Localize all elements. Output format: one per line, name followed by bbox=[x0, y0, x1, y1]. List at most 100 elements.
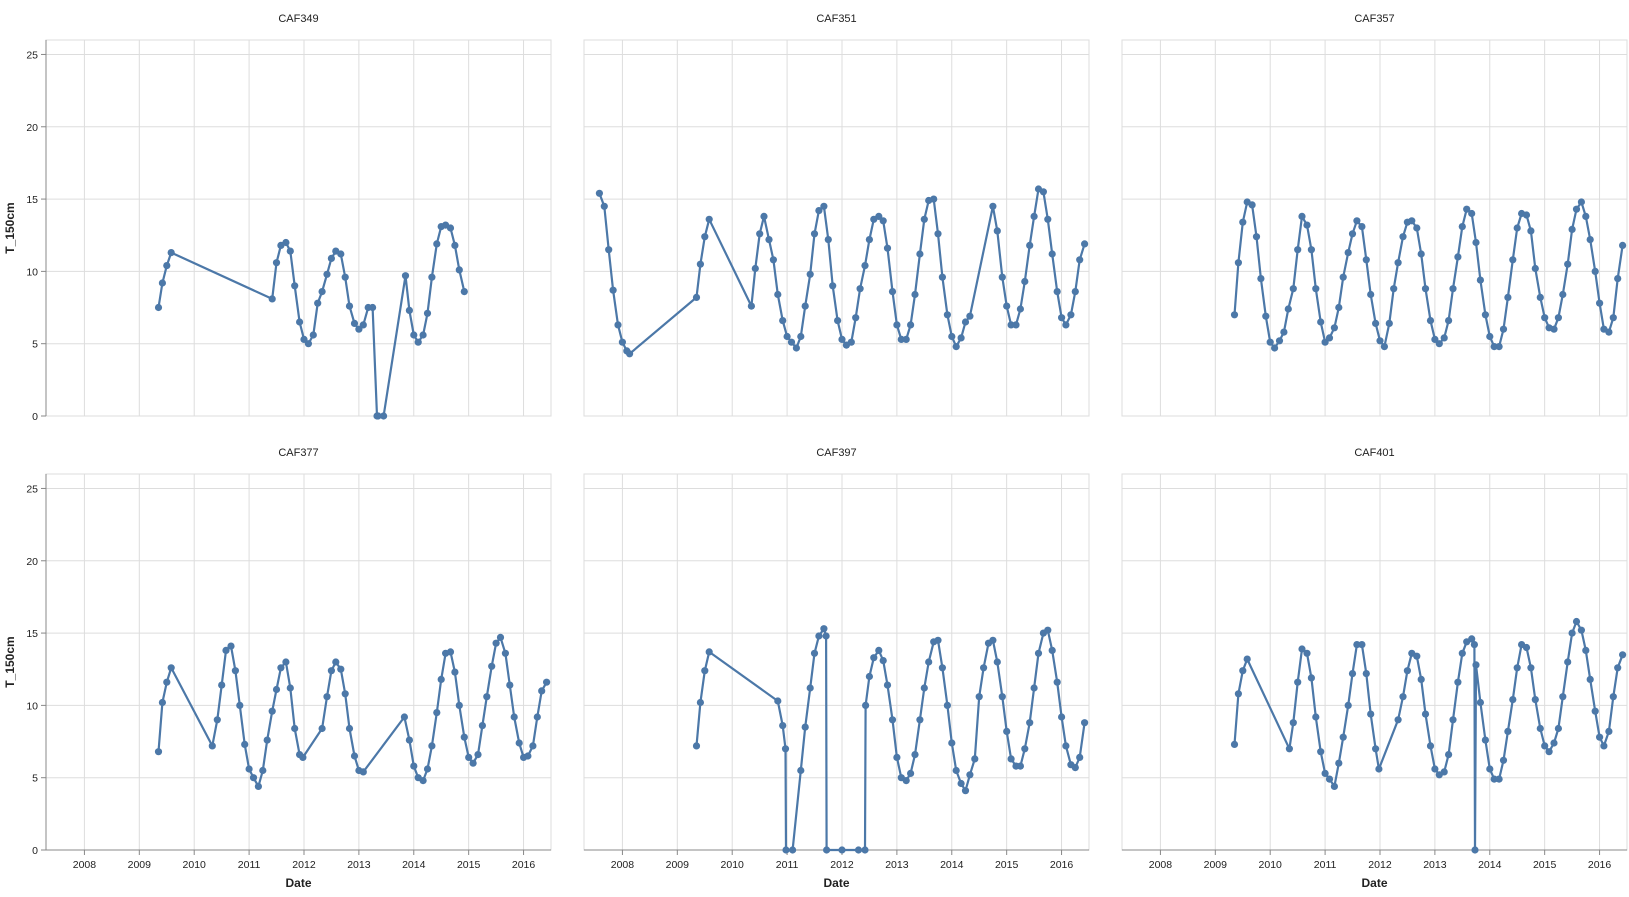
panel-frame bbox=[583, 473, 1090, 851]
data-point bbox=[1399, 233, 1407, 241]
data-point bbox=[993, 227, 1001, 235]
data-point bbox=[163, 678, 171, 686]
data-point bbox=[1468, 209, 1476, 218]
data-point bbox=[167, 249, 175, 257]
y-tick-label: 5 bbox=[32, 773, 38, 785]
series-line bbox=[1233, 200, 1624, 350]
facet-panel-caf351: CAF351 bbox=[583, 13, 1090, 417]
data-point bbox=[1289, 719, 1297, 727]
data-point bbox=[1298, 212, 1306, 220]
data-point bbox=[218, 681, 226, 689]
data-point bbox=[400, 713, 408, 721]
data-point bbox=[943, 311, 952, 319]
data-point bbox=[829, 282, 837, 290]
data-point bbox=[1572, 617, 1581, 626]
data-point bbox=[1481, 311, 1489, 319]
panel-title: CAF351 bbox=[816, 13, 856, 25]
data-point bbox=[1421, 285, 1430, 293]
data-point bbox=[1030, 212, 1038, 220]
data-point bbox=[943, 701, 952, 710]
data-point bbox=[865, 672, 874, 681]
data-point bbox=[1458, 649, 1466, 657]
data-point bbox=[1353, 641, 1361, 649]
data-point bbox=[345, 724, 354, 733]
x-tick-label: 2012 bbox=[1368, 859, 1392, 871]
data-point bbox=[231, 667, 239, 675]
data-point bbox=[1541, 314, 1549, 322]
data-point bbox=[1234, 690, 1242, 698]
data-point bbox=[1568, 629, 1576, 637]
data-point bbox=[834, 317, 842, 325]
data-point bbox=[1344, 249, 1352, 257]
data-point bbox=[701, 233, 709, 241]
data-point bbox=[1614, 275, 1622, 283]
data-point bbox=[875, 212, 883, 220]
data-point bbox=[1317, 748, 1325, 756]
data-point bbox=[359, 768, 367, 776]
data-point bbox=[405, 306, 413, 314]
data-point bbox=[774, 697, 782, 705]
y-tick-label: 0 bbox=[32, 845, 38, 857]
data-point bbox=[902, 335, 910, 343]
data-point bbox=[801, 723, 809, 731]
data-point bbox=[419, 331, 427, 339]
data-point bbox=[483, 693, 491, 701]
data-point bbox=[488, 662, 496, 670]
x-axis-title: Date bbox=[285, 876, 311, 890]
facet-panel-caf357: CAF357 bbox=[1121, 13, 1628, 417]
data-point bbox=[1271, 344, 1279, 352]
data-point bbox=[696, 698, 705, 707]
data-point bbox=[1440, 334, 1448, 342]
data-point bbox=[1426, 742, 1435, 750]
data-point bbox=[989, 636, 997, 644]
data-point bbox=[455, 701, 463, 710]
data-point bbox=[865, 236, 874, 244]
facet-panel-caf401: CAF401 2008 2009 2010 2011 2012 2013 2014 2015 20… bbox=[1121, 447, 1628, 890]
data-point bbox=[1076, 256, 1084, 264]
data-point bbox=[158, 698, 166, 707]
x-tick-label: 2010 bbox=[1259, 859, 1283, 871]
data-point bbox=[350, 752, 359, 760]
data-point bbox=[1239, 667, 1247, 675]
series-line bbox=[1233, 620, 1624, 852]
data-point bbox=[1559, 693, 1567, 701]
data-point bbox=[1230, 311, 1239, 319]
data-point bbox=[1591, 267, 1599, 275]
data-point bbox=[524, 752, 532, 760]
y-tick-label: 25 bbox=[26, 483, 38, 495]
data-point bbox=[1262, 312, 1270, 320]
data-point bbox=[1413, 652, 1421, 660]
data-point bbox=[291, 282, 299, 290]
facet-panel-caf377: CAF377 0 5 10 15 20 25 T_150cm 2008 2009 2010 2011 2… bbox=[3, 447, 552, 890]
data-point bbox=[930, 195, 938, 203]
data-point bbox=[1470, 641, 1478, 649]
data-point bbox=[510, 713, 518, 721]
data-point bbox=[1007, 755, 1015, 763]
data-point bbox=[1536, 293, 1544, 301]
data-point bbox=[902, 777, 910, 785]
data-point bbox=[1257, 275, 1265, 283]
data-point bbox=[1586, 675, 1594, 684]
data-point bbox=[1486, 332, 1494, 341]
data-point bbox=[938, 664, 947, 672]
data-point bbox=[506, 681, 514, 689]
data-point bbox=[993, 658, 1001, 666]
data-point bbox=[241, 740, 249, 749]
data-point bbox=[934, 230, 942, 238]
data-point bbox=[222, 646, 230, 655]
data-point bbox=[1431, 765, 1439, 773]
data-point bbox=[272, 259, 281, 267]
data-point bbox=[1294, 246, 1302, 254]
data-point bbox=[907, 321, 915, 329]
data-point bbox=[1067, 311, 1075, 319]
data-point bbox=[423, 309, 432, 317]
data-point bbox=[810, 649, 819, 657]
data-point bbox=[1285, 745, 1293, 753]
data-point bbox=[916, 716, 924, 724]
data-point bbox=[1417, 250, 1425, 258]
data-point bbox=[1048, 250, 1056, 258]
data-point bbox=[1449, 285, 1457, 293]
data-point bbox=[1394, 716, 1402, 724]
x-tick-label: 2011 bbox=[776, 859, 799, 871]
y-tick-label: 15 bbox=[26, 628, 38, 640]
